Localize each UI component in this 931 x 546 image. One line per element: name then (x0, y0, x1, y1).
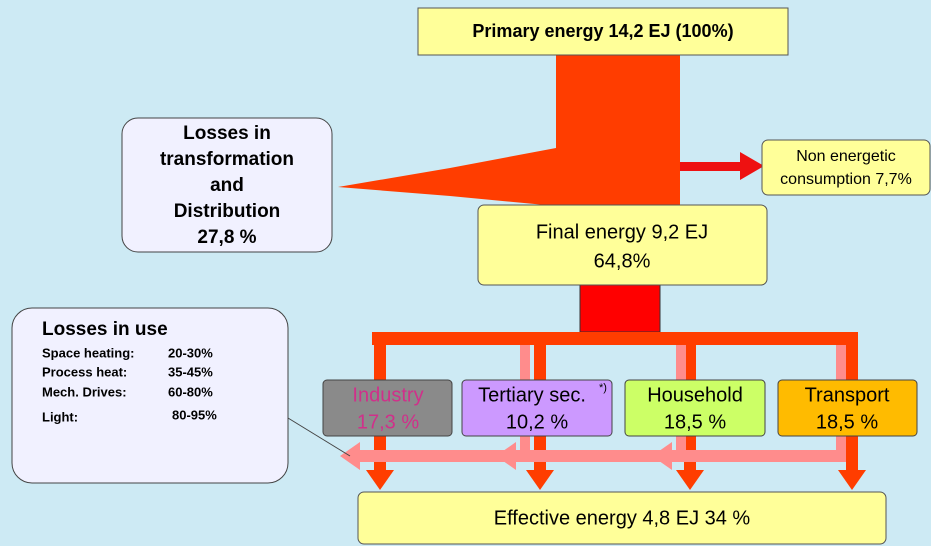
loss-arrowhead (652, 442, 672, 470)
sector-share: 18,5 % (664, 411, 726, 433)
arrowhead (838, 470, 866, 490)
losses-line: 27,8 % (197, 227, 256, 248)
final-line: Final energy 9,2 EJ (536, 221, 708, 243)
row-label: Mech. Drives: (42, 384, 127, 399)
distribution-bar (372, 332, 858, 345)
primary-flow (556, 54, 680, 206)
sector-name: Household (647, 384, 743, 406)
sector-name: Transport (805, 384, 890, 406)
row-label: Space heating: (42, 345, 134, 360)
row-label: Light: (42, 409, 78, 424)
loss-bar (356, 450, 846, 462)
losses-in-use-rows: Space heating: 20-30% Process heat: 35-4… (42, 345, 217, 424)
row-label: Process heat: (42, 364, 127, 379)
losses-flow (338, 148, 556, 206)
sector-name: Tertiary sec. (478, 384, 586, 406)
sector-name: Industry (352, 384, 423, 406)
transport-box (777, 379, 918, 437)
losses-line: Losses in (183, 123, 271, 144)
loss-arrowhead (496, 442, 516, 470)
row-value: 35-45% (168, 364, 213, 379)
row-value: 80-95% (172, 407, 217, 422)
arrowhead (676, 470, 704, 490)
final-line: 64,8% (594, 250, 651, 272)
losses-in-use-title: Losses in use (42, 319, 168, 340)
losses-text: Losses in transformation and Distributio… (160, 123, 294, 248)
sector-note: *) (599, 382, 607, 394)
row-value: 20-30% (168, 345, 213, 360)
callout-line (287, 417, 351, 457)
industry-box (322, 379, 453, 437)
effective-label: Effective energy 4,8 EJ 34 % (494, 507, 751, 529)
arrowhead (366, 470, 394, 490)
non-energetic-line: consumption 7,7% (780, 171, 912, 188)
losses-line: and (210, 175, 244, 196)
row-value: 60-80% (168, 384, 213, 399)
effective-box (357, 491, 887, 545)
losses-box (121, 117, 333, 253)
sector-share: 17,3 % (357, 411, 419, 433)
non-energetic-flow (680, 162, 742, 171)
sector-share: 18,5 % (816, 411, 878, 433)
losses-line: transformation (160, 149, 294, 170)
final-flow (579, 284, 661, 333)
losses-line: Distribution (174, 201, 281, 222)
non-energetic-arrowhead (740, 152, 764, 180)
primary-box (417, 7, 789, 56)
non-energetic-line: Non energetic (796, 148, 896, 165)
final-box (477, 204, 768, 286)
arrowhead (526, 470, 554, 490)
primary-label: Primary energy 14,2 EJ (100%) (472, 21, 733, 41)
tertiary-box (461, 379, 613, 437)
sector-share: 10,2 % (506, 411, 568, 433)
non-energetic-box (761, 139, 931, 196)
household-box (624, 379, 766, 437)
losses-in-use-box (11, 307, 289, 484)
